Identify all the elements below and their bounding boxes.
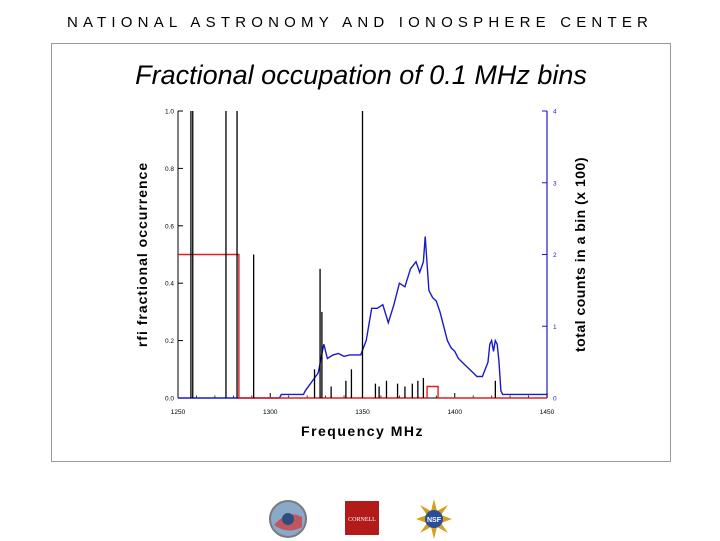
cornell-logo-text: CORNELL <box>348 517 376 523</box>
page-header: NATIONAL ASTRONOMY AND IONOSPHERE CENTER <box>66 14 654 31</box>
y-right-axis-label: total counts in a bin (x 100) <box>572 157 588 352</box>
naic-logo <box>269 500 307 538</box>
x-tick-label: 1250 <box>171 409 186 416</box>
nsf-logo: NSF <box>416 499 452 539</box>
y-left-tick-label: 0.0 <box>165 396 174 403</box>
x-tick-label: 1350 <box>355 409 370 416</box>
y-left-axis-label: rfi fractional occurrence <box>134 162 150 347</box>
x-tick-label: 1300 <box>263 409 278 416</box>
y-right-tick-label: 0 <box>553 396 557 403</box>
chart-frame: Fractional occupation of 0.1 MHz bins 12… <box>51 43 671 462</box>
fractional-occurrence-line <box>178 253 547 399</box>
footer-logos: CORNELL NSF <box>0 497 720 541</box>
nsf-logo-text: NSF <box>427 517 442 524</box>
y-right-tick-label: 3 <box>553 180 557 187</box>
y-left-tick-label: 0.2 <box>165 338 174 345</box>
y-right-tick-label: 2 <box>553 252 557 259</box>
chart-title: Fractional occupation of 0.1 MHz bins <box>135 60 587 90</box>
y-left-tick-label: 1.0 <box>165 109 174 116</box>
cornell-logo: CORNELL <box>345 501 379 535</box>
y-left-tick-label: 0.6 <box>165 223 174 230</box>
x-axis-label: Frequency MHz <box>301 423 424 439</box>
total-counts-line <box>178 236 547 399</box>
y-right-tick-label: 1 <box>553 324 557 331</box>
occupation-chart: 1250 1300 1350 1400 1450 0.0 0.2 0.4 0.6 0.8 1.0 0 1… <box>134 109 588 440</box>
y-right-tick-label: 4 <box>553 109 557 116</box>
y-left-tick-label: 0.8 <box>165 166 174 173</box>
x-tick-label: 1400 <box>448 409 463 416</box>
y-left-tick-label: 0.4 <box>165 281 174 288</box>
x-tick-label: 1450 <box>540 409 555 416</box>
